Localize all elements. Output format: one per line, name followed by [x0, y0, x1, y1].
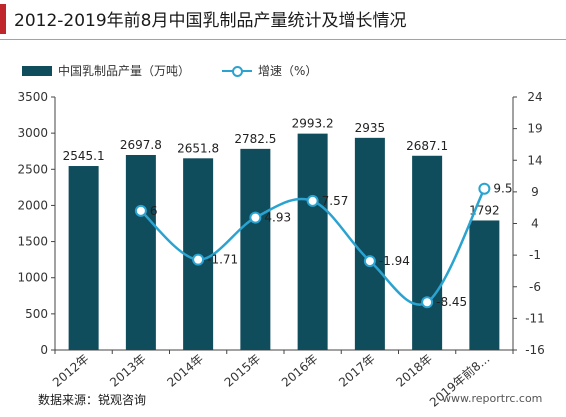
bar	[68, 166, 99, 350]
bar	[125, 154, 156, 350]
y-right-tick-label: -6	[529, 280, 541, 294]
title-bar: 2012-2019年前8月中国乳制品产量统计及增长情况	[0, 0, 566, 40]
legend-line-label: 增速（%）	[258, 64, 318, 78]
y-left-tick-label: 0	[40, 343, 48, 357]
y-left-tick-label: 3500	[17, 90, 48, 104]
bar-value-label: 2651.8	[177, 141, 219, 155]
legend-item-bar: 中国乳制品产量（万吨）	[22, 62, 190, 79]
growth-point	[192, 253, 205, 266]
x-tick-label: 2015年	[222, 352, 264, 390]
y-left-tick-label: 3000	[17, 126, 48, 140]
growth-value-label: 7.57	[322, 194, 349, 208]
growth-value-label: -1.94	[379, 254, 410, 268]
y-right-tick-label: 4	[531, 217, 539, 231]
growth-value-label: -1.71	[207, 253, 238, 267]
x-tick-label: 2012年	[50, 352, 92, 390]
growth-value-label: -8.45	[436, 295, 467, 309]
bar-value-label: 2687.1	[406, 139, 448, 153]
growth-value-label: 6	[150, 204, 158, 218]
growth-point	[363, 255, 376, 268]
y-right-tick-label: 19	[527, 122, 542, 136]
x-tick-label: 2018年	[393, 352, 435, 390]
y-left-tick-label: 2000	[17, 198, 48, 212]
growth-point	[478, 182, 491, 195]
y-right-tick-label: 9	[531, 185, 539, 199]
x-tick-label: 2013年	[107, 352, 149, 390]
growth-point	[306, 194, 319, 207]
growth-point	[249, 211, 262, 224]
y-right-tick-label: 24	[527, 90, 542, 104]
bar	[412, 155, 443, 350]
source-note: 数据来源：锐观咨询	[38, 393, 147, 407]
legend-bar-swatch	[22, 65, 52, 76]
legend-bar-label: 中国乳制品产量（万吨）	[58, 64, 191, 78]
y-left-tick-label: 500	[25, 307, 48, 321]
watermark: www.reportrc.com	[442, 392, 543, 405]
bar-value-label: 2935	[355, 121, 386, 135]
title-divider	[0, 39, 566, 40]
y-right-tick-label: 14	[527, 153, 542, 167]
x-tick-label: 2017年	[336, 352, 378, 390]
bar	[354, 137, 385, 350]
growth-point	[421, 296, 434, 309]
x-tick-label: 2014年	[164, 352, 206, 390]
bar-value-label: 2545.1	[63, 149, 105, 163]
growth-point	[134, 204, 147, 217]
chart-title: 2012-2019年前8月中国乳制品产量统计及增长情况	[14, 11, 407, 31]
bar	[469, 220, 500, 350]
bar	[297, 133, 328, 350]
x-tick-label: 2016年	[279, 352, 321, 390]
y-left-tick-label: 2500	[17, 162, 48, 176]
legend-line-swatch	[222, 65, 252, 77]
y-right-tick-label: -11	[525, 311, 545, 325]
legend-item-line: 增速（%）	[222, 62, 317, 79]
bar	[240, 148, 271, 350]
y-left-tick-label: 1500	[17, 235, 48, 249]
y-right-tick-label: -1	[529, 248, 541, 262]
title-accent	[0, 4, 6, 34]
y-right-tick-label: -16	[525, 343, 545, 357]
bar-value-label: 2782.5	[234, 132, 276, 146]
y-left-tick-label: 1000	[17, 271, 48, 285]
growth-value-label: 4.93	[264, 211, 291, 225]
growth-value-label: 9.5	[493, 182, 512, 196]
bar-value-label: 2697.8	[120, 138, 162, 152]
bar-value-label: 2993.2	[292, 117, 334, 131]
